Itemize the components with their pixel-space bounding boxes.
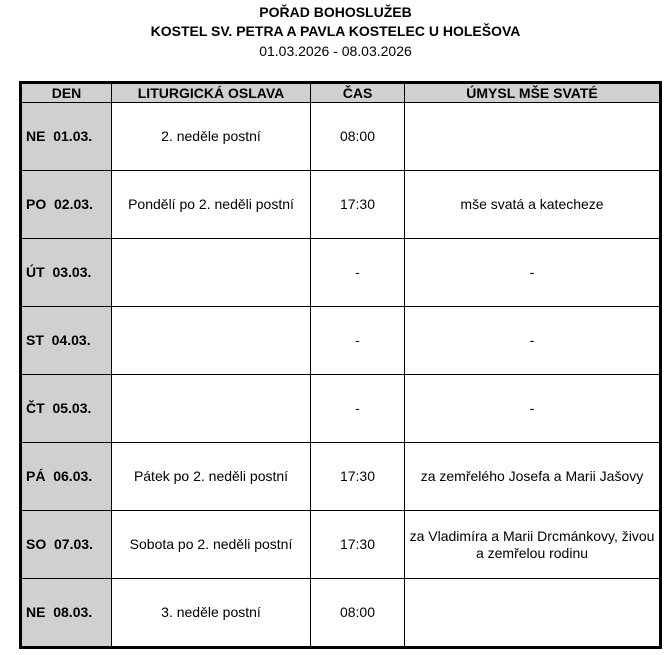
schedule-title: POŘAD BOHOSLUŽEB <box>259 4 412 20</box>
celebration-cell <box>111 238 311 307</box>
celebration-cell: Pondělí po 2. neděli postní <box>111 170 311 239</box>
table-row: SO 07.03. Sobota po 2. neděli postní 17:30… <box>20 510 661 579</box>
intention-cell: mše svatá a katecheze <box>404 170 661 239</box>
time-cell: 17:30 <box>310 170 405 239</box>
table-row: ST 04.03. - - <box>20 306 661 375</box>
day-cell: ÚT 03.03. <box>20 238 112 307</box>
time-cell: 08:00 <box>310 578 405 648</box>
time-cell: - <box>310 238 405 307</box>
table-row: NE 01.03. 2. neděle postní 08:00 <box>20 102 661 171</box>
day-cell: NE 01.03. <box>20 102 112 171</box>
table-row: NE 08.03. 3. neděle postní 08:00 <box>20 578 661 648</box>
day-cell: ST 04.03. <box>20 306 112 375</box>
celebration-cell: 2. neděle postní <box>111 102 311 171</box>
celebration-cell <box>111 374 311 443</box>
church-name: KOSTEL SV. PETRA A PAVLA KOSTELEC U HOLE… <box>150 23 521 39</box>
day-cell: NE 08.03. <box>20 578 112 648</box>
day-cell: SO 07.03. <box>20 510 112 579</box>
table-row: PÁ 06.03. Pátek po 2. neděli postní 17:30 z… <box>20 442 661 511</box>
table-row: ÚT 03.03. - - <box>20 238 661 307</box>
col-day: DEN <box>20 82 112 103</box>
intention-cell: - <box>404 238 661 307</box>
intention-cell: - <box>404 306 661 375</box>
col-celebration: LITURGICKÁ OSLAVA <box>111 82 311 103</box>
time-cell: 08:00 <box>310 102 405 171</box>
celebration-cell <box>111 306 311 375</box>
day-cell: PO 02.03. <box>20 170 112 239</box>
time-cell: - <box>310 306 405 375</box>
schedule-table: DEN LITURGICKÁ OSLAVA ČAS ÚMYSL MŠE SVAT… <box>19 81 662 649</box>
intention-cell: - <box>404 374 661 443</box>
intention-cell: za Vladimíra a Marii Drcmánkovy, živou a… <box>404 510 661 579</box>
celebration-cell: Sobota po 2. neděli postní <box>111 510 311 579</box>
intention-cell <box>404 102 661 171</box>
intention-cell <box>404 578 661 648</box>
day-cell: PÁ 06.03. <box>20 442 112 511</box>
intention-cell: za zemřelého Josefa a Marii Jašovy <box>404 442 661 511</box>
celebration-cell: Pátek po 2. neděli postní <box>111 442 311 511</box>
col-time: ČAS <box>310 82 405 103</box>
time-cell: 17:30 <box>310 442 405 511</box>
celebration-cell: 3. neděle postní <box>111 578 311 648</box>
day-cell: ČT 05.03. <box>20 374 112 443</box>
col-intention: ÚMYSL MŠE SVATÉ <box>404 82 661 103</box>
time-cell: 17:30 <box>310 510 405 579</box>
time-cell: - <box>310 374 405 443</box>
date-range: 01.03.2026 - 08.03.2026 <box>259 43 412 59</box>
table-row: PO 02.03. Pondělí po 2. neděli postní 17:3… <box>20 170 661 239</box>
table-row: ČT 05.03. - - <box>20 374 661 443</box>
